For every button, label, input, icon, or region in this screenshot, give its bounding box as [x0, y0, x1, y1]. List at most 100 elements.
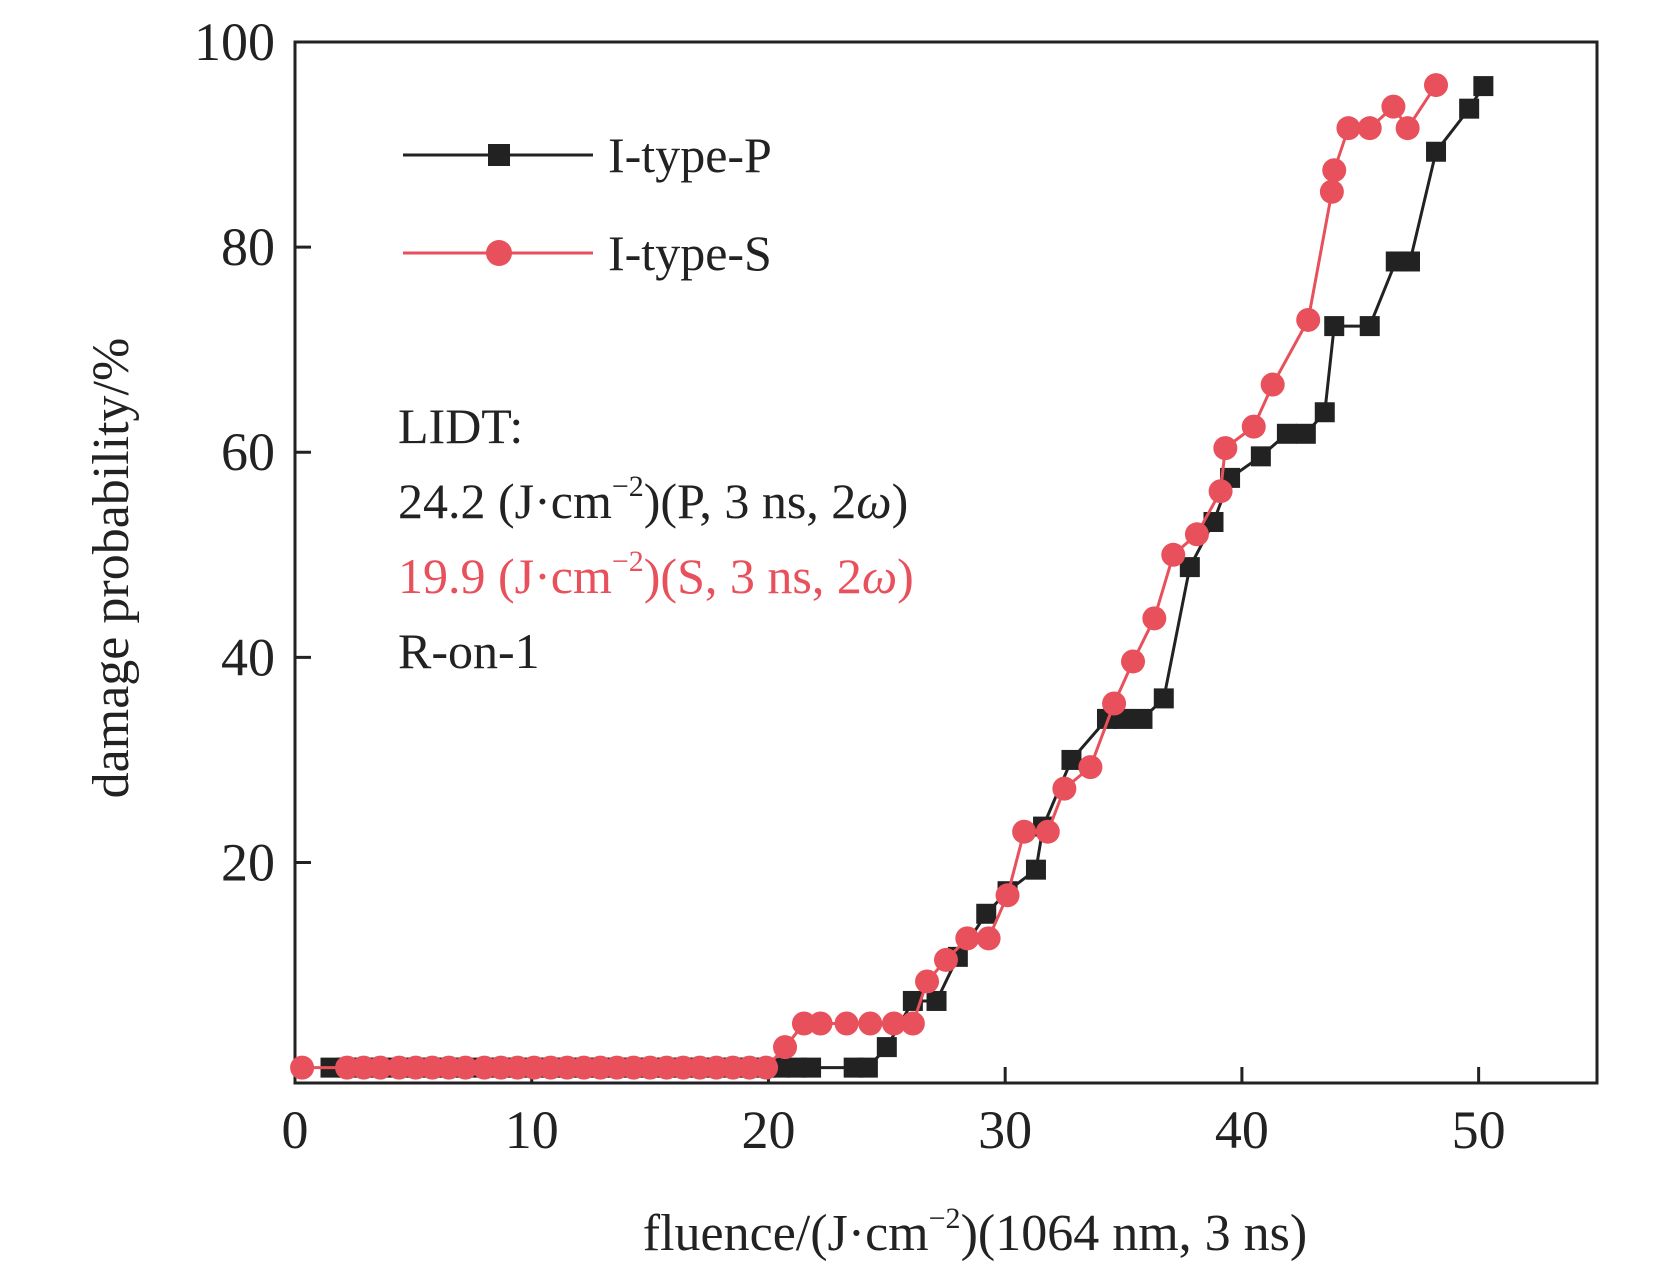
data-point	[403, 1055, 428, 1080]
data-point	[1473, 76, 1494, 97]
lidt-title: LIDT:	[398, 398, 523, 454]
x-tick-label: 50	[1452, 1100, 1506, 1160]
lidt-s-omega: ω	[862, 548, 897, 604]
data-point	[976, 903, 997, 924]
data-point	[1399, 251, 1420, 272]
x-tick-label: 20	[741, 1100, 795, 1160]
data-point	[1161, 542, 1186, 567]
data-point	[995, 883, 1020, 908]
data-point	[638, 1055, 663, 1080]
data-point	[671, 1055, 696, 1080]
data-point	[858, 1011, 883, 1036]
series-I-type-S	[290, 73, 1449, 1080]
data-point	[522, 1055, 547, 1080]
lidt-s-tail-a: )(S, 3 ns, 2	[644, 548, 862, 604]
data-point	[1250, 446, 1271, 467]
data-point	[1426, 141, 1447, 162]
data-point	[453, 1055, 478, 1080]
x-tick-label: 0	[282, 1100, 309, 1160]
data-point	[621, 1055, 646, 1080]
data-point	[1241, 414, 1266, 439]
data-point	[420, 1055, 445, 1080]
data-point	[1121, 649, 1146, 674]
data-point	[472, 1055, 497, 1080]
data-point	[436, 1055, 461, 1080]
data-point	[915, 969, 940, 994]
lidt-p-line: 24.2 (J·cm−2)(P, 3 ns, 2ω)	[398, 470, 908, 529]
x-axis-label-tail: )(1064 nm, 3 ns)	[961, 1205, 1308, 1262]
data-point	[808, 1011, 833, 1036]
data-point	[1357, 116, 1382, 141]
lidt-s-sup: −2	[612, 545, 644, 578]
x-tick-label: 30	[978, 1100, 1032, 1160]
data-point	[1203, 511, 1224, 532]
data-point	[538, 1055, 563, 1080]
lidt-s-line: 19.9 (J·cm−2)(S, 3 ns, 2ω)	[398, 545, 914, 604]
data-point	[876, 1037, 897, 1058]
data-point	[926, 990, 947, 1011]
data-point	[1035, 819, 1060, 844]
data-point	[335, 1055, 360, 1080]
method-label: R-on-1	[398, 623, 540, 679]
lidt-p-sup: −2	[612, 470, 644, 503]
data-point	[368, 1055, 393, 1080]
data-point	[976, 926, 1001, 951]
data-point	[737, 1055, 762, 1080]
data-point	[1184, 522, 1209, 547]
data-point	[604, 1055, 629, 1080]
data-point	[1102, 691, 1127, 716]
data-point	[754, 1055, 779, 1080]
data-point	[588, 1055, 613, 1080]
y-tick-label: 60	[221, 422, 275, 482]
legend: I-type-P I-type-S	[403, 127, 772, 281]
data-point	[387, 1055, 412, 1080]
y-tick-label: 80	[221, 217, 275, 277]
data-point	[488, 1055, 513, 1080]
data-point	[791, 1011, 816, 1036]
data-point	[1179, 557, 1200, 578]
lidt-p-tail-b: )	[892, 473, 909, 529]
data-point	[1322, 158, 1347, 183]
x-axis-label: fluence/(J·cm−2)(1064 nm, 3 ns)	[643, 1202, 1307, 1262]
data-point	[1061, 749, 1082, 770]
data-point	[1260, 372, 1285, 397]
lidt-p-omega: ω	[856, 473, 891, 529]
data-point	[1142, 606, 1167, 631]
data-point	[857, 1057, 878, 1078]
x-tick-label: 40	[1215, 1100, 1269, 1160]
lidt-s-value: 19.9 (J·cm	[398, 548, 612, 604]
legend-label: I-type-P	[608, 127, 772, 183]
legend-label: I-type-S	[608, 225, 772, 281]
data-point	[1078, 755, 1103, 780]
data-point	[1395, 116, 1420, 141]
plot-frame	[293, 40, 1599, 1085]
series-group	[290, 73, 1494, 1080]
data-point	[955, 926, 980, 951]
x-tick-label: 10	[505, 1100, 559, 1160]
data-point	[1459, 98, 1480, 119]
data-point	[881, 1011, 906, 1036]
data-point	[773, 1035, 798, 1060]
data-point	[1012, 819, 1037, 844]
data-point	[720, 1055, 745, 1080]
data-point	[1314, 402, 1335, 423]
data-point	[1424, 73, 1449, 98]
legend-marker	[486, 240, 512, 266]
x-axis-label-main: fluence/(J·cm	[643, 1205, 929, 1262]
data-point	[1276, 423, 1297, 444]
data-point	[1208, 479, 1233, 504]
data-point	[1213, 436, 1238, 461]
y-tick-label: 40	[221, 627, 275, 687]
data-point	[1359, 316, 1380, 337]
data-point	[1296, 307, 1321, 332]
data-point	[834, 1011, 859, 1036]
y-tick-label: 20	[221, 832, 275, 892]
data-point	[290, 1055, 315, 1080]
data-point	[654, 1055, 679, 1080]
data-point	[351, 1055, 376, 1080]
data-point	[687, 1055, 712, 1080]
data-point	[1336, 116, 1361, 141]
data-point	[1025, 859, 1046, 880]
data-point	[1324, 316, 1345, 337]
